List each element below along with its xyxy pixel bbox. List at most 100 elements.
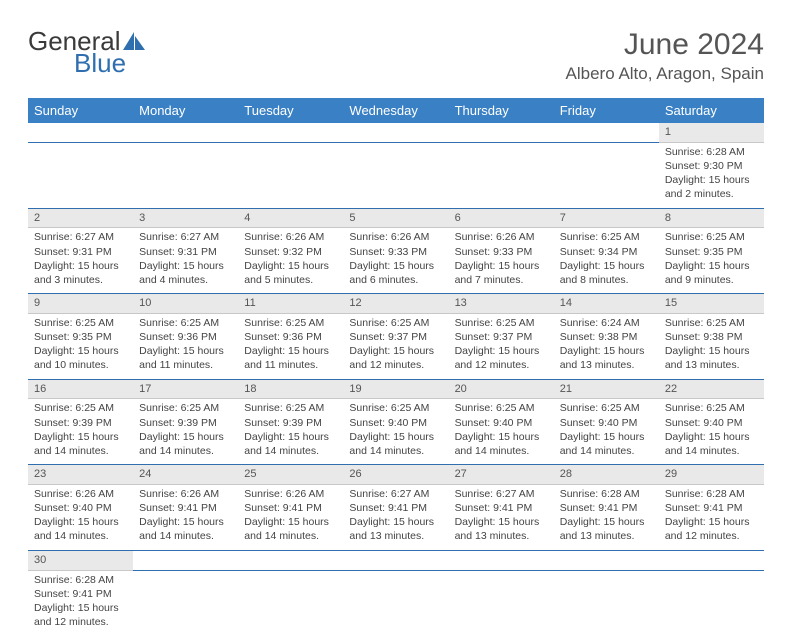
daylight-line: Daylight: 15 hours and 4 minutes. <box>139 259 232 287</box>
day-detail-cell <box>343 142 448 208</box>
day-detail: Sunrise: 6:28 AMSunset: 9:30 PMDaylight:… <box>665 145 758 202</box>
sunset-line: Sunset: 9:40 PM <box>34 501 127 515</box>
day-detail-cell <box>449 142 554 208</box>
daylight-line: Daylight: 15 hours and 12 minutes. <box>455 344 548 372</box>
day-detail-cell: Sunrise: 6:26 AMSunset: 9:41 PMDaylight:… <box>133 484 238 550</box>
sunset-line: Sunset: 9:30 PM <box>665 159 758 173</box>
day-detail-cell: Sunrise: 6:25 AMSunset: 9:35 PMDaylight:… <box>28 313 133 379</box>
day-detail-cell: Sunrise: 6:28 AMSunset: 9:41 PMDaylight:… <box>554 484 659 550</box>
day-number-cell <box>238 550 343 570</box>
sunrise-line: Sunrise: 6:25 AM <box>349 316 442 330</box>
daylight-line: Daylight: 15 hours and 3 minutes. <box>34 259 127 287</box>
day-detail: Sunrise: 6:25 AMSunset: 9:39 PMDaylight:… <box>34 401 127 458</box>
daylight-line: Daylight: 15 hours and 13 minutes. <box>560 515 653 543</box>
day-detail-cell: Sunrise: 6:26 AMSunset: 9:40 PMDaylight:… <box>28 484 133 550</box>
dow-wed: Wednesday <box>343 98 448 123</box>
day-detail-cell: Sunrise: 6:26 AMSunset: 9:41 PMDaylight:… <box>238 484 343 550</box>
title-block: June 2024 Albero Alto, Aragon, Spain <box>566 28 764 84</box>
daylight-line: Daylight: 15 hours and 12 minutes. <box>34 601 127 629</box>
day-detail-cell <box>343 570 448 635</box>
day-number-cell: 19 <box>343 379 448 399</box>
detail-row: Sunrise: 6:26 AMSunset: 9:40 PMDaylight:… <box>28 484 764 550</box>
day-number-cell: 12 <box>343 294 448 314</box>
sunset-line: Sunset: 9:41 PM <box>34 587 127 601</box>
calendar-table: Sunday Monday Tuesday Wednesday Thursday… <box>28 98 764 635</box>
daylight-line: Daylight: 15 hours and 13 minutes. <box>665 344 758 372</box>
daylight-line: Daylight: 15 hours and 12 minutes. <box>665 515 758 543</box>
day-number-cell: 3 <box>133 208 238 228</box>
day-number-cell: 22 <box>659 379 764 399</box>
day-detail-cell: Sunrise: 6:27 AMSunset: 9:41 PMDaylight:… <box>449 484 554 550</box>
sunset-line: Sunset: 9:35 PM <box>34 330 127 344</box>
daylight-line: Daylight: 15 hours and 2 minutes. <box>665 173 758 201</box>
sunrise-line: Sunrise: 6:28 AM <box>665 487 758 501</box>
sunset-line: Sunset: 9:38 PM <box>560 330 653 344</box>
dow-fri: Friday <box>554 98 659 123</box>
day-number-cell: 23 <box>28 465 133 485</box>
daylight-line: Daylight: 15 hours and 14 minutes. <box>349 430 442 458</box>
day-detail-cell <box>238 570 343 635</box>
sunset-line: Sunset: 9:41 PM <box>244 501 337 515</box>
day-number-cell <box>343 123 448 142</box>
day-detail: Sunrise: 6:27 AMSunset: 9:41 PMDaylight:… <box>455 487 548 544</box>
daylight-line: Daylight: 15 hours and 14 minutes. <box>244 515 337 543</box>
day-detail-cell: Sunrise: 6:25 AMSunset: 9:38 PMDaylight:… <box>659 313 764 379</box>
day-detail-cell <box>554 570 659 635</box>
daylight-line: Daylight: 15 hours and 9 minutes. <box>665 259 758 287</box>
day-detail-cell: Sunrise: 6:25 AMSunset: 9:39 PMDaylight:… <box>28 399 133 465</box>
detail-row: Sunrise: 6:28 AMSunset: 9:30 PMDaylight:… <box>28 142 764 208</box>
sunset-line: Sunset: 9:34 PM <box>560 245 653 259</box>
sunset-line: Sunset: 9:40 PM <box>349 416 442 430</box>
day-number-cell: 18 <box>238 379 343 399</box>
sunrise-line: Sunrise: 6:27 AM <box>455 487 548 501</box>
sunset-line: Sunset: 9:37 PM <box>349 330 442 344</box>
day-number-cell <box>133 123 238 142</box>
day-number-cell: 30 <box>28 550 133 570</box>
daynum-row: 1 <box>28 123 764 142</box>
day-number-cell: 16 <box>28 379 133 399</box>
sunrise-line: Sunrise: 6:26 AM <box>244 487 337 501</box>
day-number-cell <box>449 123 554 142</box>
daynum-row: 9101112131415 <box>28 294 764 314</box>
day-detail-cell: Sunrise: 6:25 AMSunset: 9:40 PMDaylight:… <box>554 399 659 465</box>
day-number-cell: 9 <box>28 294 133 314</box>
brand-part2: Blue <box>74 50 145 76</box>
sunset-line: Sunset: 9:41 PM <box>349 501 442 515</box>
daynum-row: 30 <box>28 550 764 570</box>
sunrise-line: Sunrise: 6:25 AM <box>560 401 653 415</box>
day-detail: Sunrise: 6:25 AMSunset: 9:40 PMDaylight:… <box>560 401 653 458</box>
day-number-cell: 2 <box>28 208 133 228</box>
day-detail: Sunrise: 6:25 AMSunset: 9:40 PMDaylight:… <box>665 401 758 458</box>
day-detail: Sunrise: 6:26 AMSunset: 9:41 PMDaylight:… <box>139 487 232 544</box>
sunrise-line: Sunrise: 6:27 AM <box>34 230 127 244</box>
day-detail: Sunrise: 6:26 AMSunset: 9:41 PMDaylight:… <box>244 487 337 544</box>
day-number-cell: 11 <box>238 294 343 314</box>
sunrise-line: Sunrise: 6:24 AM <box>560 316 653 330</box>
sunset-line: Sunset: 9:36 PM <box>139 330 232 344</box>
day-detail-cell: Sunrise: 6:25 AMSunset: 9:36 PMDaylight:… <box>133 313 238 379</box>
day-number-cell: 25 <box>238 465 343 485</box>
daylight-line: Daylight: 15 hours and 13 minutes. <box>455 515 548 543</box>
sunrise-line: Sunrise: 6:25 AM <box>34 401 127 415</box>
sunset-line: Sunset: 9:31 PM <box>34 245 127 259</box>
sunrise-line: Sunrise: 6:26 AM <box>139 487 232 501</box>
sunrise-line: Sunrise: 6:26 AM <box>34 487 127 501</box>
day-detail-cell <box>133 570 238 635</box>
dow-mon: Monday <box>133 98 238 123</box>
day-detail: Sunrise: 6:26 AMSunset: 9:32 PMDaylight:… <box>244 230 337 287</box>
day-number-cell: 21 <box>554 379 659 399</box>
sunset-line: Sunset: 9:39 PM <box>244 416 337 430</box>
day-number-cell: 13 <box>449 294 554 314</box>
sunset-line: Sunset: 9:40 PM <box>560 416 653 430</box>
day-detail-cell: Sunrise: 6:25 AMSunset: 9:36 PMDaylight:… <box>238 313 343 379</box>
day-number-cell <box>238 123 343 142</box>
day-number-cell: 7 <box>554 208 659 228</box>
sunrise-line: Sunrise: 6:25 AM <box>139 401 232 415</box>
brand-logo: General Blue <box>28 28 145 76</box>
sunset-line: Sunset: 9:32 PM <box>244 245 337 259</box>
day-number-cell: 26 <box>343 465 448 485</box>
day-number-cell: 17 <box>133 379 238 399</box>
day-number-cell: 14 <box>554 294 659 314</box>
sunset-line: Sunset: 9:41 PM <box>455 501 548 515</box>
daylight-line: Daylight: 15 hours and 14 minutes. <box>560 430 653 458</box>
